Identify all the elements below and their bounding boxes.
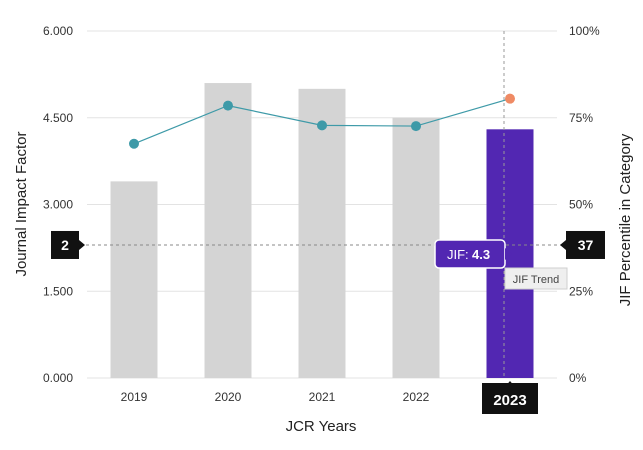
jif-tooltip-value: 4.3: [472, 247, 490, 262]
reference-right-badge-pointer: [560, 239, 566, 250]
reference-right-badge: [566, 230, 605, 259]
jif-tooltip-label: JIF:: [447, 247, 469, 262]
trend-point: [129, 138, 139, 149]
y2-axis-label: JIF Percentile in Category: [617, 133, 634, 306]
x-tick-label: 2021: [309, 390, 336, 404]
trend-point-highlighted: [505, 93, 515, 104]
selected-year-badge: [482, 383, 538, 414]
y2-tick-label: 50%: [569, 198, 593, 212]
y-axis-left-ticks: 0.000 1.500 3.000 4.500 6.000: [43, 24, 73, 385]
reference-left-badge: [51, 230, 79, 259]
y2-tick-label: 100%: [569, 24, 600, 38]
reference-left-badge-pointer: [79, 239, 85, 250]
selected-year-label: 2023: [493, 392, 526, 409]
reference-right-label: 37: [578, 237, 594, 253]
y2-tick-label: 0%: [569, 371, 587, 385]
x-tick-label: 2022: [403, 390, 430, 404]
y-tick-label: 4.500: [43, 111, 73, 125]
trend-point: [317, 120, 327, 131]
trend-line-series: [129, 93, 515, 149]
y-tick-label: 1.500: [43, 284, 73, 298]
y2-tick-label: 25%: [569, 284, 593, 298]
x-tick-label: 2020: [215, 390, 242, 404]
reference-left-label: 2: [61, 237, 69, 253]
jif-tooltip: [434, 239, 506, 269]
bar: [392, 117, 440, 378]
bar: [204, 83, 252, 379]
x-tick-label: 2019: [121, 390, 148, 404]
y-tick-label: 6.000: [43, 24, 73, 38]
y-tick-label: 0.000: [43, 371, 73, 385]
trend-point: [223, 100, 233, 111]
y-axis-label: Journal Impact Factor: [13, 131, 30, 276]
bar: [298, 88, 346, 378]
chart-overlays: 2 37 JIF: 4.3 JIF Trend 2023: [51, 230, 605, 414]
trend-tooltip: [504, 267, 568, 290]
bar: [110, 181, 158, 378]
trend-tooltip-label: JIF Trend: [513, 274, 559, 286]
y2-tick-label: 75%: [569, 111, 593, 125]
x-axis-ticks: 2019 2020 2021 2022: [121, 390, 430, 404]
jif-tooltip-pointer: [505, 248, 512, 260]
y-tick-label: 3.000: [43, 198, 73, 212]
x-axis-label: JCR Years: [286, 418, 357, 435]
y-axis-right-ticks: 0% 25% 50% 75% 100%: [569, 24, 600, 385]
trend-point: [411, 121, 421, 132]
